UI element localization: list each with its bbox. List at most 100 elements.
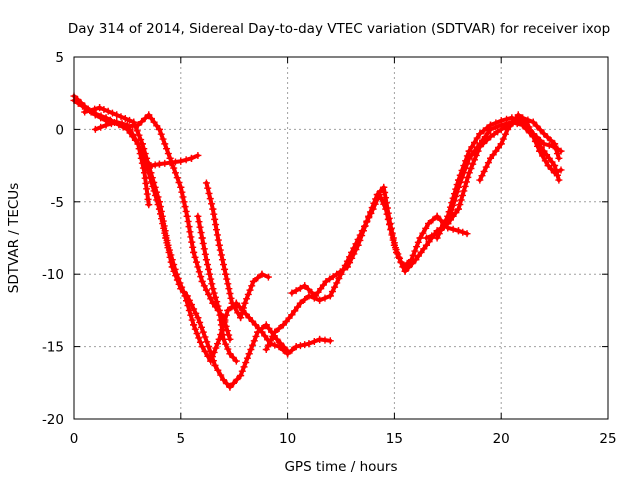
- data-point: [195, 268, 203, 276]
- data-point: [548, 158, 556, 166]
- data-point: [202, 286, 210, 294]
- data-point: [414, 252, 422, 260]
- data-point: [279, 346, 287, 354]
- y-axis-label: SDTVAR / TECUs: [6, 183, 22, 293]
- data-point: [397, 258, 405, 266]
- data-point: [246, 286, 254, 294]
- data-point: [469, 160, 477, 168]
- data-point: [148, 174, 156, 182]
- data-point: [476, 130, 484, 138]
- data-point: [446, 216, 454, 224]
- y-tick-label: -5: [51, 195, 64, 211]
- data-point: [179, 288, 187, 296]
- data-point: [150, 178, 158, 186]
- data-point: [194, 151, 202, 159]
- data-point: [205, 189, 213, 197]
- data-point: [292, 287, 300, 295]
- data-point: [413, 243, 421, 251]
- data-point: [237, 372, 245, 380]
- data-point: [480, 167, 488, 175]
- data-point: [190, 248, 198, 256]
- data-point: [202, 179, 210, 187]
- data-point: [490, 130, 498, 138]
- data-point: [543, 151, 551, 159]
- x-tick-label: 0: [70, 431, 79, 447]
- data-point: [176, 279, 184, 287]
- data-point: [296, 284, 304, 292]
- data-point: [497, 140, 505, 148]
- data-point: [132, 123, 140, 131]
- data-point: [381, 188, 389, 196]
- data-point: [249, 277, 257, 285]
- data-point: [411, 247, 419, 255]
- data-point: [196, 338, 204, 346]
- data-point: [527, 128, 535, 136]
- data-point: [275, 343, 283, 351]
- data-point: [225, 331, 233, 339]
- data-point: [454, 176, 462, 184]
- data-point: [155, 160, 163, 168]
- data-point: [440, 223, 448, 231]
- data-point: [126, 129, 134, 137]
- data-point: [157, 207, 165, 215]
- data-point: [450, 190, 458, 198]
- data-point: [333, 270, 341, 278]
- data-point: [205, 290, 213, 298]
- data-point: [476, 176, 484, 184]
- data-point: [221, 265, 229, 273]
- data-point: [483, 124, 491, 132]
- data-point: [126, 116, 134, 124]
- data-point: [191, 325, 199, 333]
- data-point: [258, 328, 266, 336]
- x-tick-label: 25: [599, 431, 616, 447]
- data-point: [487, 121, 495, 129]
- data-point: [509, 118, 517, 126]
- data-point: [143, 190, 151, 198]
- data-point: [205, 343, 213, 351]
- data-point: [245, 350, 253, 358]
- data-point: [405, 263, 413, 271]
- data-point: [316, 335, 324, 343]
- data-point: [361, 222, 369, 230]
- data-point: [553, 150, 561, 158]
- data-point: [267, 337, 275, 345]
- y-tick-label: -10: [42, 267, 64, 283]
- data-point: [264, 273, 272, 281]
- data-point: [269, 332, 277, 340]
- data-point: [210, 289, 218, 297]
- data-point: [557, 166, 565, 174]
- data-point: [473, 134, 481, 142]
- data-point: [555, 176, 563, 184]
- data-point: [321, 294, 329, 302]
- data-point: [220, 261, 228, 269]
- data-point: [182, 207, 190, 215]
- data-point: [211, 215, 219, 223]
- x-tick-label: 10: [279, 431, 296, 447]
- data-point: [215, 241, 223, 249]
- data-point: [425, 238, 433, 246]
- data-point: [209, 205, 217, 213]
- data-point: [243, 295, 251, 303]
- data-point: [412, 256, 420, 264]
- data-point: [523, 118, 531, 126]
- data-point: [212, 344, 220, 352]
- data-point: [420, 245, 428, 253]
- data-point: [319, 281, 327, 289]
- data-point: [216, 311, 224, 319]
- data-point: [506, 122, 514, 130]
- data-point: [201, 250, 209, 258]
- data-point: [311, 292, 319, 300]
- data-point: [401, 267, 409, 275]
- data-point: [372, 195, 380, 203]
- data-point: [213, 298, 221, 306]
- data-point: [207, 295, 215, 303]
- y-tick-label: 5: [55, 50, 64, 66]
- data-point: [452, 185, 460, 193]
- data-point: [479, 127, 487, 135]
- data-point: [545, 154, 553, 162]
- data-point: [168, 256, 176, 264]
- data-point: [245, 314, 253, 322]
- data-point: [243, 354, 251, 362]
- plot-frame: [73, 56, 609, 420]
- data-point: [211, 293, 219, 301]
